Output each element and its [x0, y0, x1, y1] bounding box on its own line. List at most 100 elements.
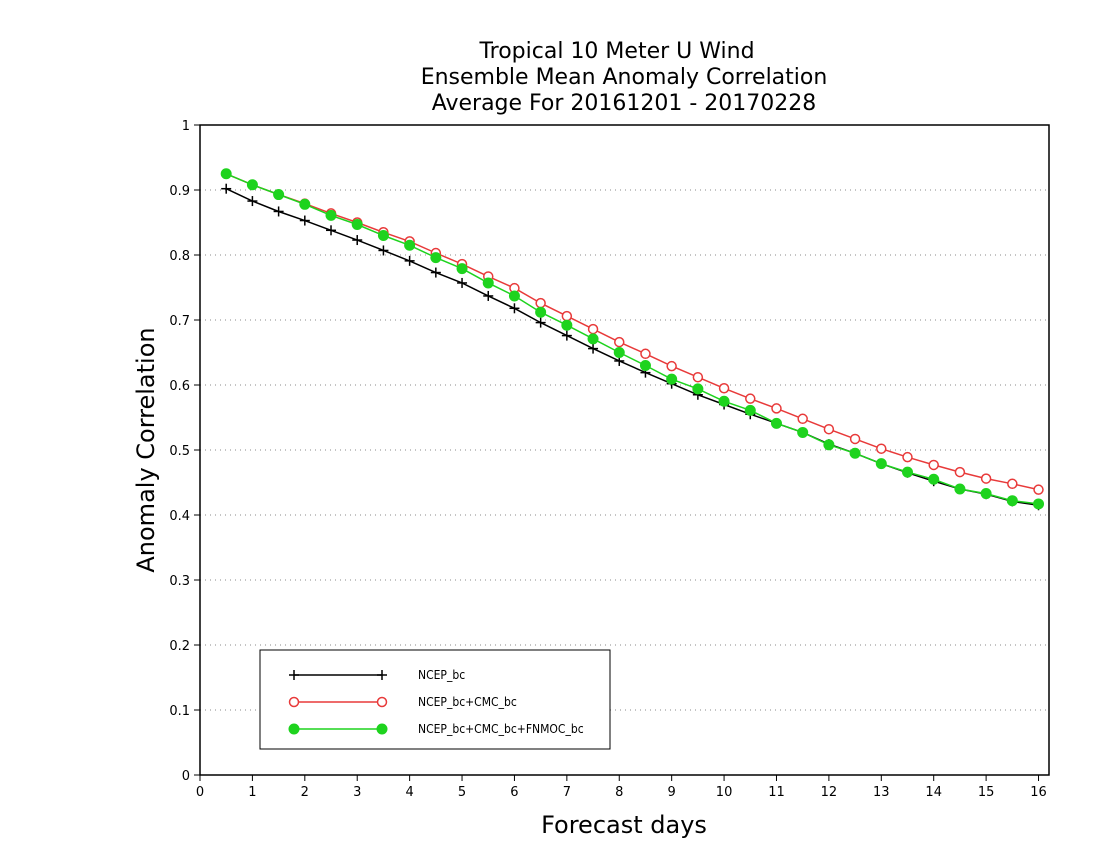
y-tick-label: 0.1	[169, 704, 190, 719]
legend-entry-3: NCEP_bc+CMC_bc+FNMOC_bc	[288, 722, 584, 736]
data-point	[980, 488, 992, 500]
data-series	[220, 168, 1045, 511]
data-point	[430, 267, 441, 278]
legend-label: NCEP_bc+CMC_bc+FNMOC_bc	[418, 722, 584, 736]
data-point	[849, 433, 861, 445]
legend-entry-2: NCEP_bc+CMC_bc	[288, 695, 517, 709]
data-point	[456, 263, 468, 275]
data-point	[377, 230, 389, 241]
data-point	[718, 383, 730, 394]
x-tick-label: 3	[353, 785, 361, 800]
data-point	[378, 245, 389, 256]
title-line-2: Ensemble Mean Anomaly Correlation	[421, 65, 828, 90]
data-point	[744, 404, 756, 416]
x-tick-label: 10	[716, 785, 733, 800]
data-point	[639, 360, 651, 371]
data-point	[535, 317, 546, 328]
data-point	[797, 413, 808, 425]
x-tick-label: 0	[196, 785, 204, 800]
grid-lines	[200, 189, 1049, 711]
y-tick-label: 0.4	[169, 509, 190, 524]
data-point	[246, 179, 258, 191]
y-tick-label: 0	[182, 769, 190, 784]
x-tick-label: 13	[873, 785, 890, 800]
data-point	[483, 290, 494, 301]
data-point	[561, 330, 572, 341]
data-point	[666, 373, 678, 385]
x-tick-label: 1	[248, 785, 256, 800]
data-point	[587, 333, 599, 345]
data-point	[273, 189, 285, 201]
data-point	[770, 417, 782, 429]
data-point	[692, 383, 704, 395]
data-point	[509, 303, 520, 314]
data-point	[561, 319, 573, 331]
data-point	[430, 252, 442, 264]
legend-marker	[288, 723, 300, 735]
data-point	[351, 218, 363, 230]
x-tick-label: 4	[405, 785, 413, 800]
series-line	[225, 173, 1039, 505]
y-tick-label: 0.3	[169, 574, 190, 589]
data-point	[902, 451, 913, 463]
y-tick-label: 0.9	[169, 184, 190, 199]
data-point	[613, 347, 625, 358]
legend-box	[259, 649, 611, 750]
title-line-3: Average For 20161201 - 20170228	[432, 91, 817, 116]
x-tick-label: 6	[510, 785, 518, 800]
x-tick-label: 2	[301, 785, 309, 800]
data-point	[928, 473, 940, 485]
data-point	[482, 277, 494, 289]
title-line-1: Tropical 10 Meter U Wind	[478, 39, 754, 64]
legend-marker	[376, 723, 388, 735]
x-tick-label: 15	[978, 785, 995, 800]
y-tick-label: 0.5	[169, 444, 190, 459]
data-point	[823, 439, 835, 451]
data-point	[273, 206, 284, 217]
legend-marker	[288, 696, 300, 708]
axes: 00.10.20.30.40.50.60.70.80.910 1 2 3 4 5 6 7 8 9 1…	[169, 119, 1050, 800]
data-point	[718, 395, 730, 407]
data-point	[692, 371, 704, 383]
data-point	[326, 225, 337, 236]
x-tick-label: 14	[925, 785, 942, 800]
data-point	[535, 306, 547, 318]
x-tick-label: 12	[821, 785, 838, 800]
data-point	[588, 343, 599, 354]
y-tick-label: 1	[182, 119, 190, 134]
y-tick-label: 0.2	[169, 639, 190, 654]
data-point	[299, 198, 311, 210]
x-axis-title: Forecast days	[541, 811, 707, 839]
data-point	[535, 297, 546, 309]
series-line	[225, 188, 1039, 507]
data-point	[299, 215, 310, 226]
legend-label: NCEP_bc+CMC_bc	[418, 695, 517, 709]
chart-title: Tropical 10 Meter U Wind Ensemble Mean A…	[421, 39, 828, 116]
data-point	[457, 277, 468, 288]
x-tick-label: 5	[458, 785, 466, 800]
y-tick-label: 0.8	[169, 249, 190, 264]
x-tick-label: 8	[615, 785, 623, 800]
data-point	[928, 459, 939, 471]
y-tick-label: 0.7	[169, 314, 190, 329]
series-2	[220, 168, 1044, 495]
data-point	[902, 466, 913, 478]
series-3	[220, 168, 1045, 510]
data-point	[640, 348, 651, 360]
legend: NCEP_bc NCEP_bc+CMC_bc NCEP_bc+CMC_bc+FNMO…	[259, 649, 611, 750]
legend-marker	[289, 670, 299, 680]
data-point	[561, 310, 573, 322]
data-point	[404, 239, 416, 251]
data-point	[1033, 498, 1045, 510]
legend-marker	[376, 696, 388, 708]
data-point	[220, 168, 232, 180]
data-point	[1007, 478, 1018, 490]
y-tick-label: 0.6	[169, 379, 190, 394]
x-tick-label: 7	[563, 785, 571, 800]
data-point	[587, 323, 599, 335]
data-point	[325, 209, 337, 221]
data-point	[221, 183, 232, 194]
data-point	[352, 235, 363, 246]
y-axis-title: Anomaly Correlation	[132, 327, 160, 572]
